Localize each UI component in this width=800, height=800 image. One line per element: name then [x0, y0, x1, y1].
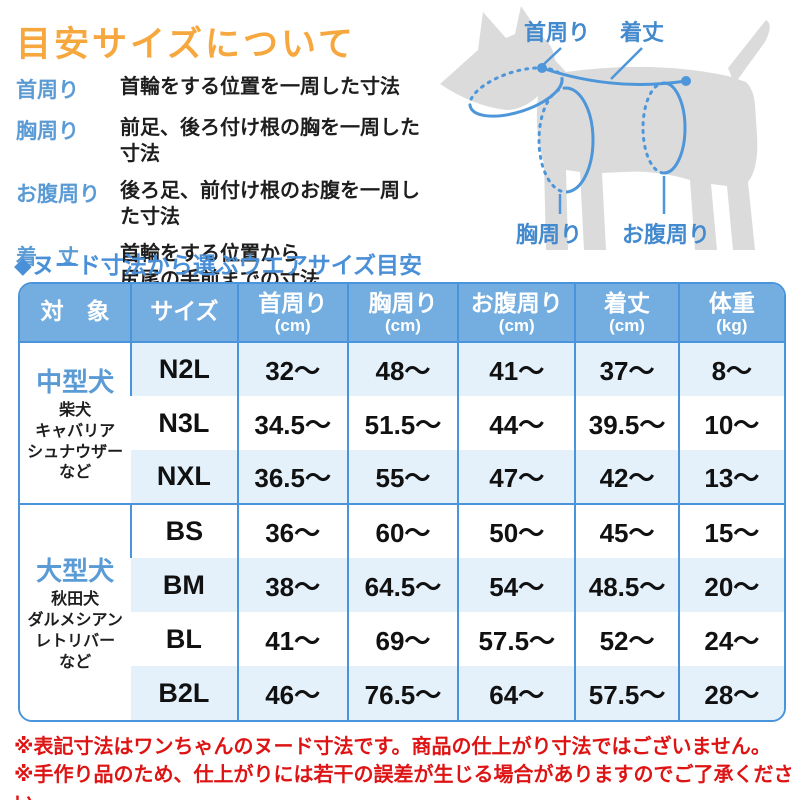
value-cell: 48.5～ [574, 558, 679, 612]
definition-desc: 首輪をする位置を一周した寸法 [120, 76, 400, 98]
value-cell: 42～ [574, 450, 679, 504]
definition-term: 胸周り [16, 120, 79, 143]
value-cell: 52～ [574, 612, 679, 666]
value-cell: 54～ [457, 558, 576, 612]
diagram-label-chest: 胸周り [516, 222, 582, 247]
value-cell: 64～ [457, 666, 576, 720]
size-cell: BL [131, 612, 238, 666]
value-cell: 24～ [677, 612, 784, 666]
definition-term: お腹周り [16, 183, 100, 206]
col-header-weight: 体重 (kg) [677, 284, 784, 343]
size-cell: BM [131, 558, 238, 612]
value-cell: 46～ [236, 666, 348, 720]
value-cell: 8～ [677, 342, 784, 396]
dog-silhouette-icon [440, 6, 770, 250]
dog-measurement-diagram: 首周り 着丈 胸周り お腹周り [428, 0, 800, 268]
value-cell: 39.5～ [574, 396, 679, 450]
diagram-label-neck: 首周り [524, 20, 590, 45]
value-cell: 57.5～ [574, 666, 679, 720]
note-line: ※手作り品のため、仕上がりには若干の誤差が生じる場合がありますのでご了承ください… [14, 764, 794, 800]
value-cell: 38～ [236, 558, 348, 612]
table-header-row: 対 象 サイズ 首周り (cm) 胸周り (cm) お腹周り (cm) 着丈 (cm) … [20, 284, 784, 343]
definition-belly: お腹周り 後ろ足、前付け根のお腹を一周した寸法 [16, 178, 436, 230]
col-header-chest: 胸周り (cm) [346, 284, 459, 343]
group-cell-large-dogs: 大型犬 秋田犬 ダルメシアン レトリバー など [20, 503, 132, 720]
value-cell: 36.5～ [236, 450, 348, 504]
size-cell: B2L [131, 666, 238, 720]
table-section-heading: ◆ヌード寸法から選ぶウエアサイズ目安 [14, 252, 422, 278]
table-row: BL 41～ 69～ 57.5～ 52～ 24～ [20, 612, 784, 666]
diagram-label-belly: お腹周り [622, 222, 710, 247]
definition-term: 着 丈 [16, 246, 79, 269]
definition-desc: 後ろ足、前付け根のお腹を一周した寸法 [120, 180, 420, 228]
value-cell: 32～ [236, 342, 348, 396]
definition-term: 首周り [16, 79, 79, 102]
group-cell-medium-dogs: 中型犬 柴犬 キャバリア シュナウザー など [20, 342, 132, 504]
value-cell: 55～ [346, 450, 459, 504]
neck-measure-ellipse [468, 66, 564, 118]
value-cell: 44～ [457, 396, 576, 450]
value-cell: 57.5～ [457, 612, 576, 666]
value-cell: 60～ [346, 503, 459, 558]
table-row: 大型犬 秋田犬 ダルメシアン レトリバー など BS 36～ 60～ 50～ 4… [20, 503, 784, 720]
definition-chest: 胸周り 前足、後ろ付け根の胸を一周した寸法 [16, 115, 436, 167]
label-connectors [542, 47, 666, 214]
diagram-label-length: 着丈 [619, 20, 664, 45]
belly-measure-ellipse [641, 81, 687, 175]
size-table-container: 対 象 サイズ 首周り (cm) 胸周り (cm) お腹周り (cm) 着丈 (cm) … [18, 282, 786, 722]
value-cell: 76.5～ [346, 666, 459, 720]
measurement-definitions: 首周り 首輪をする位置を一周した寸法 胸周り 前足、後ろ付け根の胸を一周した寸法… [16, 74, 436, 304]
size-table: 対 象 サイズ 首周り (cm) 胸周り (cm) お腹周り (cm) 着丈 (cm) … [20, 284, 784, 720]
size-cell: N2L [130, 342, 238, 396]
value-cell: 51.5～ [346, 396, 459, 450]
value-cell: 50～ [457, 503, 576, 558]
value-cell: 45～ [574, 503, 679, 558]
definition-neck: 首周り 首輪をする位置を一周した寸法 [16, 74, 436, 104]
value-cell: 10～ [677, 396, 784, 450]
col-header-length: 着丈 (cm) [574, 284, 679, 343]
value-cell: 41～ [236, 612, 348, 666]
table-row: N3L 34.5～ 51.5～ 44～ 39.5～ 10～ [20, 396, 784, 450]
chest-measure-ellipse [537, 86, 595, 194]
footer-notes: ※表記寸法はワンちゃんのヌード寸法です。商品の仕上がり寸法ではございません。 ※… [14, 733, 794, 800]
back-length-line [537, 63, 691, 86]
value-cell: 37～ [574, 342, 679, 396]
table-row: B2L 46～ 76.5～ 64～ 57.5～ 28～ [20, 666, 784, 720]
table-row: 中型犬 柴犬 キャバリア シュナウザー など N2L 32～ 48～ 41～ 3… [20, 342, 784, 504]
value-cell: 41～ [457, 342, 576, 396]
value-cell: 13～ [677, 450, 784, 504]
size-cell: NXL [131, 450, 238, 504]
value-cell: 64.5～ [346, 558, 459, 612]
col-header-size: サイズ [130, 284, 238, 343]
value-cell: 34.5～ [236, 396, 348, 450]
value-cell: 20～ [677, 558, 784, 612]
table-row: NXL 36.5～ 55～ 47～ 42～ 13～ [20, 450, 784, 504]
size-cell: N3L [131, 396, 238, 450]
value-cell: 28～ [677, 666, 784, 720]
col-header-belly: お腹周り (cm) [457, 284, 576, 343]
value-cell: 15～ [677, 503, 784, 558]
value-cell: 36～ [236, 503, 348, 558]
note-line: ※表記寸法はワンちゃんのヌード寸法です。商品の仕上がり寸法ではございません。 [14, 736, 771, 758]
col-header-target: 対 象 [20, 284, 132, 343]
table-row: BM 38～ 64.5～ 54～ 48.5～ 20～ [20, 558, 784, 612]
page-title: 目安サイズについて [16, 25, 356, 64]
definition-desc: 前足、後ろ付け根の胸を一周した寸法 [120, 117, 420, 165]
value-cell: 48～ [346, 342, 459, 396]
value-cell: 47～ [457, 450, 576, 504]
size-cell: BS [130, 503, 238, 558]
col-header-neck: 首周り (cm) [236, 284, 348, 343]
value-cell: 69～ [346, 612, 459, 666]
